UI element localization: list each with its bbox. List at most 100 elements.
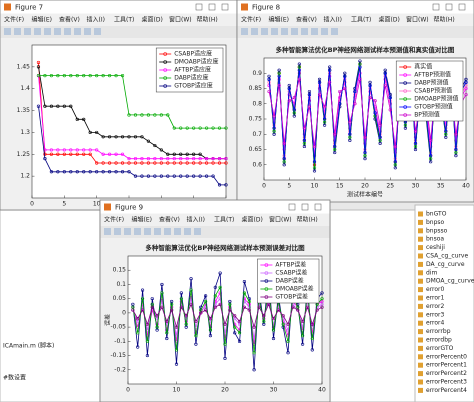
toolbar-button[interactable] [64, 28, 71, 35]
menu-item[interactable]: 插入(I) [324, 16, 342, 24]
legend-marker [403, 113, 408, 117]
x-tick-label: 20 [361, 183, 369, 190]
window-control[interactable] [432, 3, 440, 11]
toolbar-button[interactable] [241, 28, 248, 35]
workspace-variable[interactable]: bnGTO [426, 211, 447, 218]
toolbar-button[interactable] [94, 28, 101, 35]
window-control[interactable] [458, 3, 466, 11]
window-control[interactable] [195, 3, 203, 11]
toolbar-button[interactable] [34, 28, 41, 35]
data-point [237, 331, 242, 335]
workspace-variable[interactable]: bnsoa [426, 236, 444, 243]
workspace-variable[interactable]: errorPercent3 [426, 379, 467, 386]
menu-item[interactable]: 文件(F) [4, 16, 24, 24]
workspace-variable[interactable]: errorPercent1 [426, 362, 467, 369]
workspace-variable[interactable]: errorPercent4 [426, 387, 467, 394]
toolbar-button[interactable] [84, 28, 91, 35]
menu-item[interactable]: 桌面(D) [142, 16, 163, 24]
window-title: Figure 8 [252, 4, 280, 12]
toolbar-button[interactable] [311, 28, 318, 35]
window-icon [104, 203, 111, 211]
workspace-variable[interactable]: error0 [426, 286, 445, 293]
toolbar-button[interactable] [124, 228, 131, 235]
menu-item[interactable]: 工具(T) [214, 217, 234, 224]
window-control[interactable] [221, 3, 229, 11]
x-axis-label: 测试样本编号 [347, 191, 383, 199]
toolbar-button[interactable] [331, 28, 338, 35]
window-control[interactable] [208, 3, 216, 11]
workspace-variable[interactable]: error1 [426, 295, 445, 302]
toolbar-button[interactable] [114, 228, 121, 235]
menu-item[interactable]: 查看(V) [296, 16, 317, 24]
toolbar-button[interactable] [164, 228, 171, 235]
workspace-variable[interactable]: CSA_cg_curve [426, 253, 468, 260]
workspace-variable[interactable]: DA_cg_curve [426, 261, 465, 268]
toolbar-button[interactable] [261, 28, 268, 35]
toolbar-button[interactable] [144, 228, 151, 235]
toolbar-button[interactable] [14, 28, 21, 35]
toolbar-button[interactable] [154, 228, 161, 235]
menu-item[interactable]: 桌面(D) [242, 216, 263, 224]
toolbar-button[interactable] [54, 28, 61, 35]
workspace-variable[interactable]: errorPercent2 [426, 370, 467, 377]
data-point [107, 135, 112, 139]
menu-item[interactable]: 帮助(H) [434, 16, 455, 24]
menu-item[interactable]: 编辑(E) [269, 16, 289, 24]
workspace-variable[interactable]: ceshiji [426, 244, 445, 251]
window-control[interactable] [314, 203, 322, 211]
menu-item[interactable]: 帮助(H) [297, 216, 318, 224]
toolbar-button[interactable] [184, 228, 191, 235]
toolbar-button[interactable] [291, 28, 298, 35]
workspace-variable[interactable]: errordbp [426, 337, 452, 344]
menu-item[interactable]: 工具(T) [114, 17, 134, 24]
data-point [368, 83, 372, 88]
workspace-variable[interactable]: errorPercent0 [426, 353, 467, 360]
menu-item[interactable]: 编辑(E) [32, 16, 52, 24]
menu-item[interactable]: 查看(V) [59, 16, 80, 24]
toolbar-button[interactable] [251, 28, 258, 35]
workspace-variable[interactable]: DMOA_cg_curve [426, 278, 474, 285]
data-point [101, 73, 105, 78]
menu-item[interactable]: 文件(F) [104, 216, 124, 224]
menu-item[interactable]: 桌面(D) [379, 16, 400, 24]
menu-item[interactable]: 文件(F) [241, 16, 261, 24]
toolbar-button[interactable] [301, 28, 308, 35]
window-control[interactable] [445, 3, 453, 11]
window-control[interactable] [301, 203, 309, 211]
workspace-variable[interactable]: errorGTO [426, 345, 454, 352]
toolbar-button[interactable] [24, 28, 31, 35]
workspace-variable[interactable]: bnpsso [426, 227, 448, 234]
workspace-variable[interactable]: bnpso [426, 219, 445, 226]
toolbar-button[interactable] [74, 28, 81, 35]
menu-item[interactable]: 帮助(H) [197, 16, 218, 24]
workspace-variable[interactable]: error2 [426, 303, 445, 310]
workspace-variable[interactable]: error4 [426, 320, 445, 327]
menu-item[interactable]: 插入(I) [87, 16, 105, 24]
data-point [198, 174, 202, 178]
toolbar-button[interactable] [281, 28, 288, 35]
toolbar-button[interactable] [134, 228, 141, 235]
workspace-variable[interactable]: error3 [426, 311, 445, 318]
data-point [348, 132, 352, 136]
workspace-variable[interactable]: dim [426, 269, 437, 276]
editor-file[interactable]: ICAmain.m (脚本) [3, 342, 54, 350]
toolbar-button[interactable] [321, 28, 328, 35]
toolbar-button[interactable] [44, 28, 51, 35]
menu-item[interactable]: 窗口(W) [406, 16, 429, 24]
toolbar-button[interactable] [271, 28, 278, 35]
data-point [297, 65, 301, 69]
toolbar-button[interactable] [174, 228, 181, 235]
data-point [333, 147, 337, 152]
toolbar-button[interactable] [104, 228, 111, 235]
toolbar-button[interactable] [194, 228, 201, 235]
menu-item[interactable]: 工具(T) [351, 17, 371, 24]
workspace-variable[interactable]: errorrbp [426, 328, 451, 335]
menu-item[interactable]: 插入(I) [187, 216, 205, 224]
menu-item[interactable]: 查看(V) [159, 216, 180, 224]
menu-item[interactable]: 编辑(E) [132, 216, 152, 224]
menu-item[interactable]: 窗口(W) [269, 216, 292, 224]
menu-item[interactable]: 窗口(W) [169, 16, 192, 24]
toolbar-button[interactable] [4, 28, 11, 35]
data-point [211, 126, 215, 130]
window-control[interactable] [288, 203, 296, 211]
